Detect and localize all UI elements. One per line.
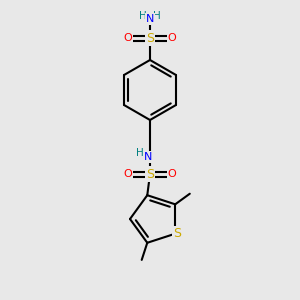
Text: S: S	[173, 227, 181, 240]
Text: N: N	[146, 14, 154, 24]
Text: O: O	[124, 169, 132, 179]
Text: O: O	[168, 33, 176, 43]
Text: H: H	[153, 11, 161, 21]
Text: O: O	[124, 33, 132, 43]
Text: H: H	[139, 11, 147, 21]
Text: S: S	[146, 32, 154, 44]
Text: O: O	[168, 169, 176, 179]
Text: N: N	[144, 152, 152, 162]
Text: S: S	[146, 167, 154, 181]
Text: H: H	[136, 148, 144, 158]
